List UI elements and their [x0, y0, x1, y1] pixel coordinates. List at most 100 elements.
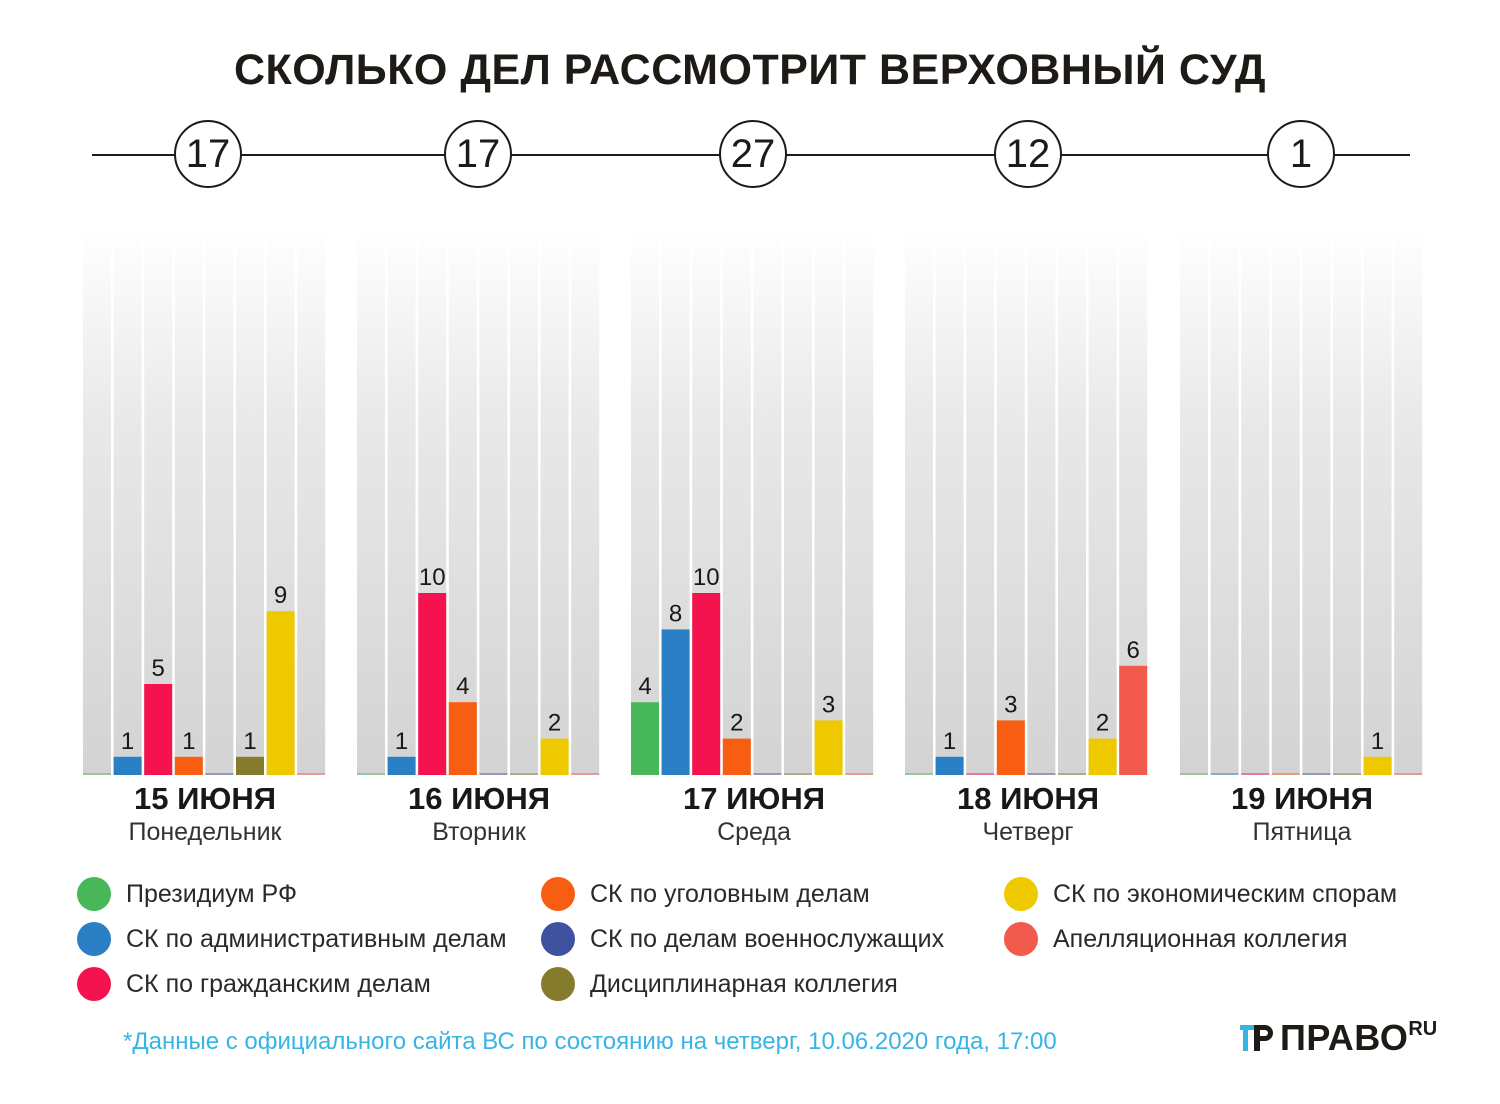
bar-value-label: 2 — [548, 710, 561, 737]
bar-zero-mark — [1210, 773, 1239, 775]
column-background — [1271, 228, 1300, 775]
day-date-3: 17 ИЮНЯ — [682, 781, 825, 816]
column-background — [236, 228, 264, 775]
bar-value-label: 1 — [182, 728, 195, 755]
bar-zero-mark — [1180, 773, 1208, 775]
column-background — [784, 228, 812, 775]
legend-item-criminal: СК по уголовным делам — [541, 877, 870, 911]
pravo-logo-icon — [1240, 1025, 1273, 1051]
column-background — [845, 228, 874, 775]
legend-item-disciplinary: Дисциплинарная коллегия — [541, 967, 898, 1001]
bar-value-label: 6 — [1127, 637, 1140, 664]
column-background — [905, 228, 933, 775]
day-total-5: 1 — [1267, 120, 1335, 188]
column-background — [935, 228, 964, 775]
day-weekday-5: Пятница — [1252, 818, 1352, 846]
bar — [418, 593, 447, 775]
bar-value-label: 4 — [456, 673, 469, 700]
bar-zero-mark — [966, 773, 995, 775]
legend-item-presidium: Президиум РФ — [77, 877, 297, 911]
day-total-3: 27 — [719, 120, 787, 188]
day-total-4: 12 — [994, 120, 1062, 188]
logo[interactable]: ПРАВО RU — [1240, 1017, 1437, 1058]
legend-label: СК по экономическим спорам — [1053, 879, 1398, 908]
logo-text: ПРАВО — [1280, 1017, 1409, 1058]
bar-value-label: 1 — [121, 728, 134, 755]
bar-value-label: 5 — [152, 655, 165, 682]
bar — [540, 738, 569, 775]
bar-zero-mark — [1058, 773, 1086, 775]
day-weekday-4: Четверг — [982, 818, 1074, 846]
day-weekday-3: Среда — [717, 818, 791, 846]
column-background — [510, 228, 538, 775]
legend-dot-icon — [77, 967, 111, 1001]
bar — [722, 738, 751, 775]
bar-value-label: 10 — [693, 564, 720, 591]
legend-label: Дисциплинарная коллегия — [590, 969, 898, 998]
day-date-5: 19 ИЮНЯ — [1230, 781, 1373, 816]
column-background — [1363, 228, 1392, 775]
bar-value-label: 2 — [730, 710, 743, 737]
column-background — [1088, 228, 1117, 775]
bar-zero-mark — [905, 773, 933, 775]
column-background — [297, 228, 326, 775]
bar-value-label: 3 — [822, 691, 835, 718]
column-background — [1333, 228, 1361, 775]
bar-zero-mark — [845, 773, 874, 775]
legend-item-military: СК по делам военнослужащих — [541, 922, 944, 956]
bar-value-label: 3 — [1004, 691, 1017, 718]
legend-dot-icon — [541, 922, 575, 956]
bar — [661, 629, 690, 775]
bar — [387, 756, 416, 775]
column-background — [1210, 228, 1239, 775]
bar-value-label: 9 — [274, 582, 287, 609]
bar-zero-mark — [205, 773, 234, 775]
day-weekday-1: Понедельник — [128, 818, 282, 846]
day-date-1: 15 ИЮНЯ — [133, 781, 276, 816]
bar-value-label: 1 — [395, 728, 408, 755]
column-background — [1241, 228, 1270, 775]
column-background — [387, 228, 416, 775]
bar-value-label: 10 — [419, 564, 446, 591]
bar — [266, 611, 295, 775]
column-background — [814, 228, 843, 775]
day-weekday-2: Вторник — [432, 818, 526, 846]
legend-dot-icon — [1004, 877, 1038, 911]
column-background — [174, 228, 203, 775]
legend-label: СК по административным делам — [126, 924, 507, 953]
bar-zero-mark — [357, 773, 385, 775]
column-background — [1180, 228, 1208, 775]
legend-dot-icon — [1004, 922, 1038, 956]
bar-value-label: 1 — [1371, 728, 1384, 755]
column-background — [113, 228, 142, 775]
legend-label: Президиум РФ — [126, 879, 297, 908]
column-background — [966, 228, 995, 775]
column-background — [448, 228, 477, 775]
bar — [448, 702, 477, 775]
legend-label: СК по гражданским делам — [126, 969, 431, 998]
column-background — [479, 228, 508, 775]
day-date-4: 18 ИЮНЯ — [956, 781, 1099, 816]
legend-item-appeal: Апелляционная коллегия — [1004, 922, 1347, 956]
bar-value-label: 2 — [1096, 710, 1109, 737]
legend-label: СК по уголовным делам — [590, 879, 870, 908]
bar — [935, 756, 964, 775]
column-background — [753, 228, 782, 775]
bar-zero-mark — [1241, 773, 1270, 775]
bar — [113, 756, 142, 775]
column-background — [83, 228, 111, 775]
bar-zero-mark — [1027, 773, 1056, 775]
bar — [1088, 738, 1117, 775]
bar-value-label: 4 — [638, 673, 651, 700]
column-background — [722, 228, 751, 775]
legend-dot-icon — [77, 922, 111, 956]
column-background — [1394, 228, 1423, 775]
column-background — [540, 228, 569, 775]
bar — [1119, 665, 1148, 775]
legend-item-civil: СК по гражданским делам — [77, 967, 431, 1001]
legend-label: СК по делам военнослужащих — [590, 924, 945, 953]
bar-zero-mark — [784, 773, 812, 775]
column-background — [144, 228, 173, 775]
bar-zero-mark — [1394, 773, 1423, 775]
bar — [236, 756, 264, 775]
